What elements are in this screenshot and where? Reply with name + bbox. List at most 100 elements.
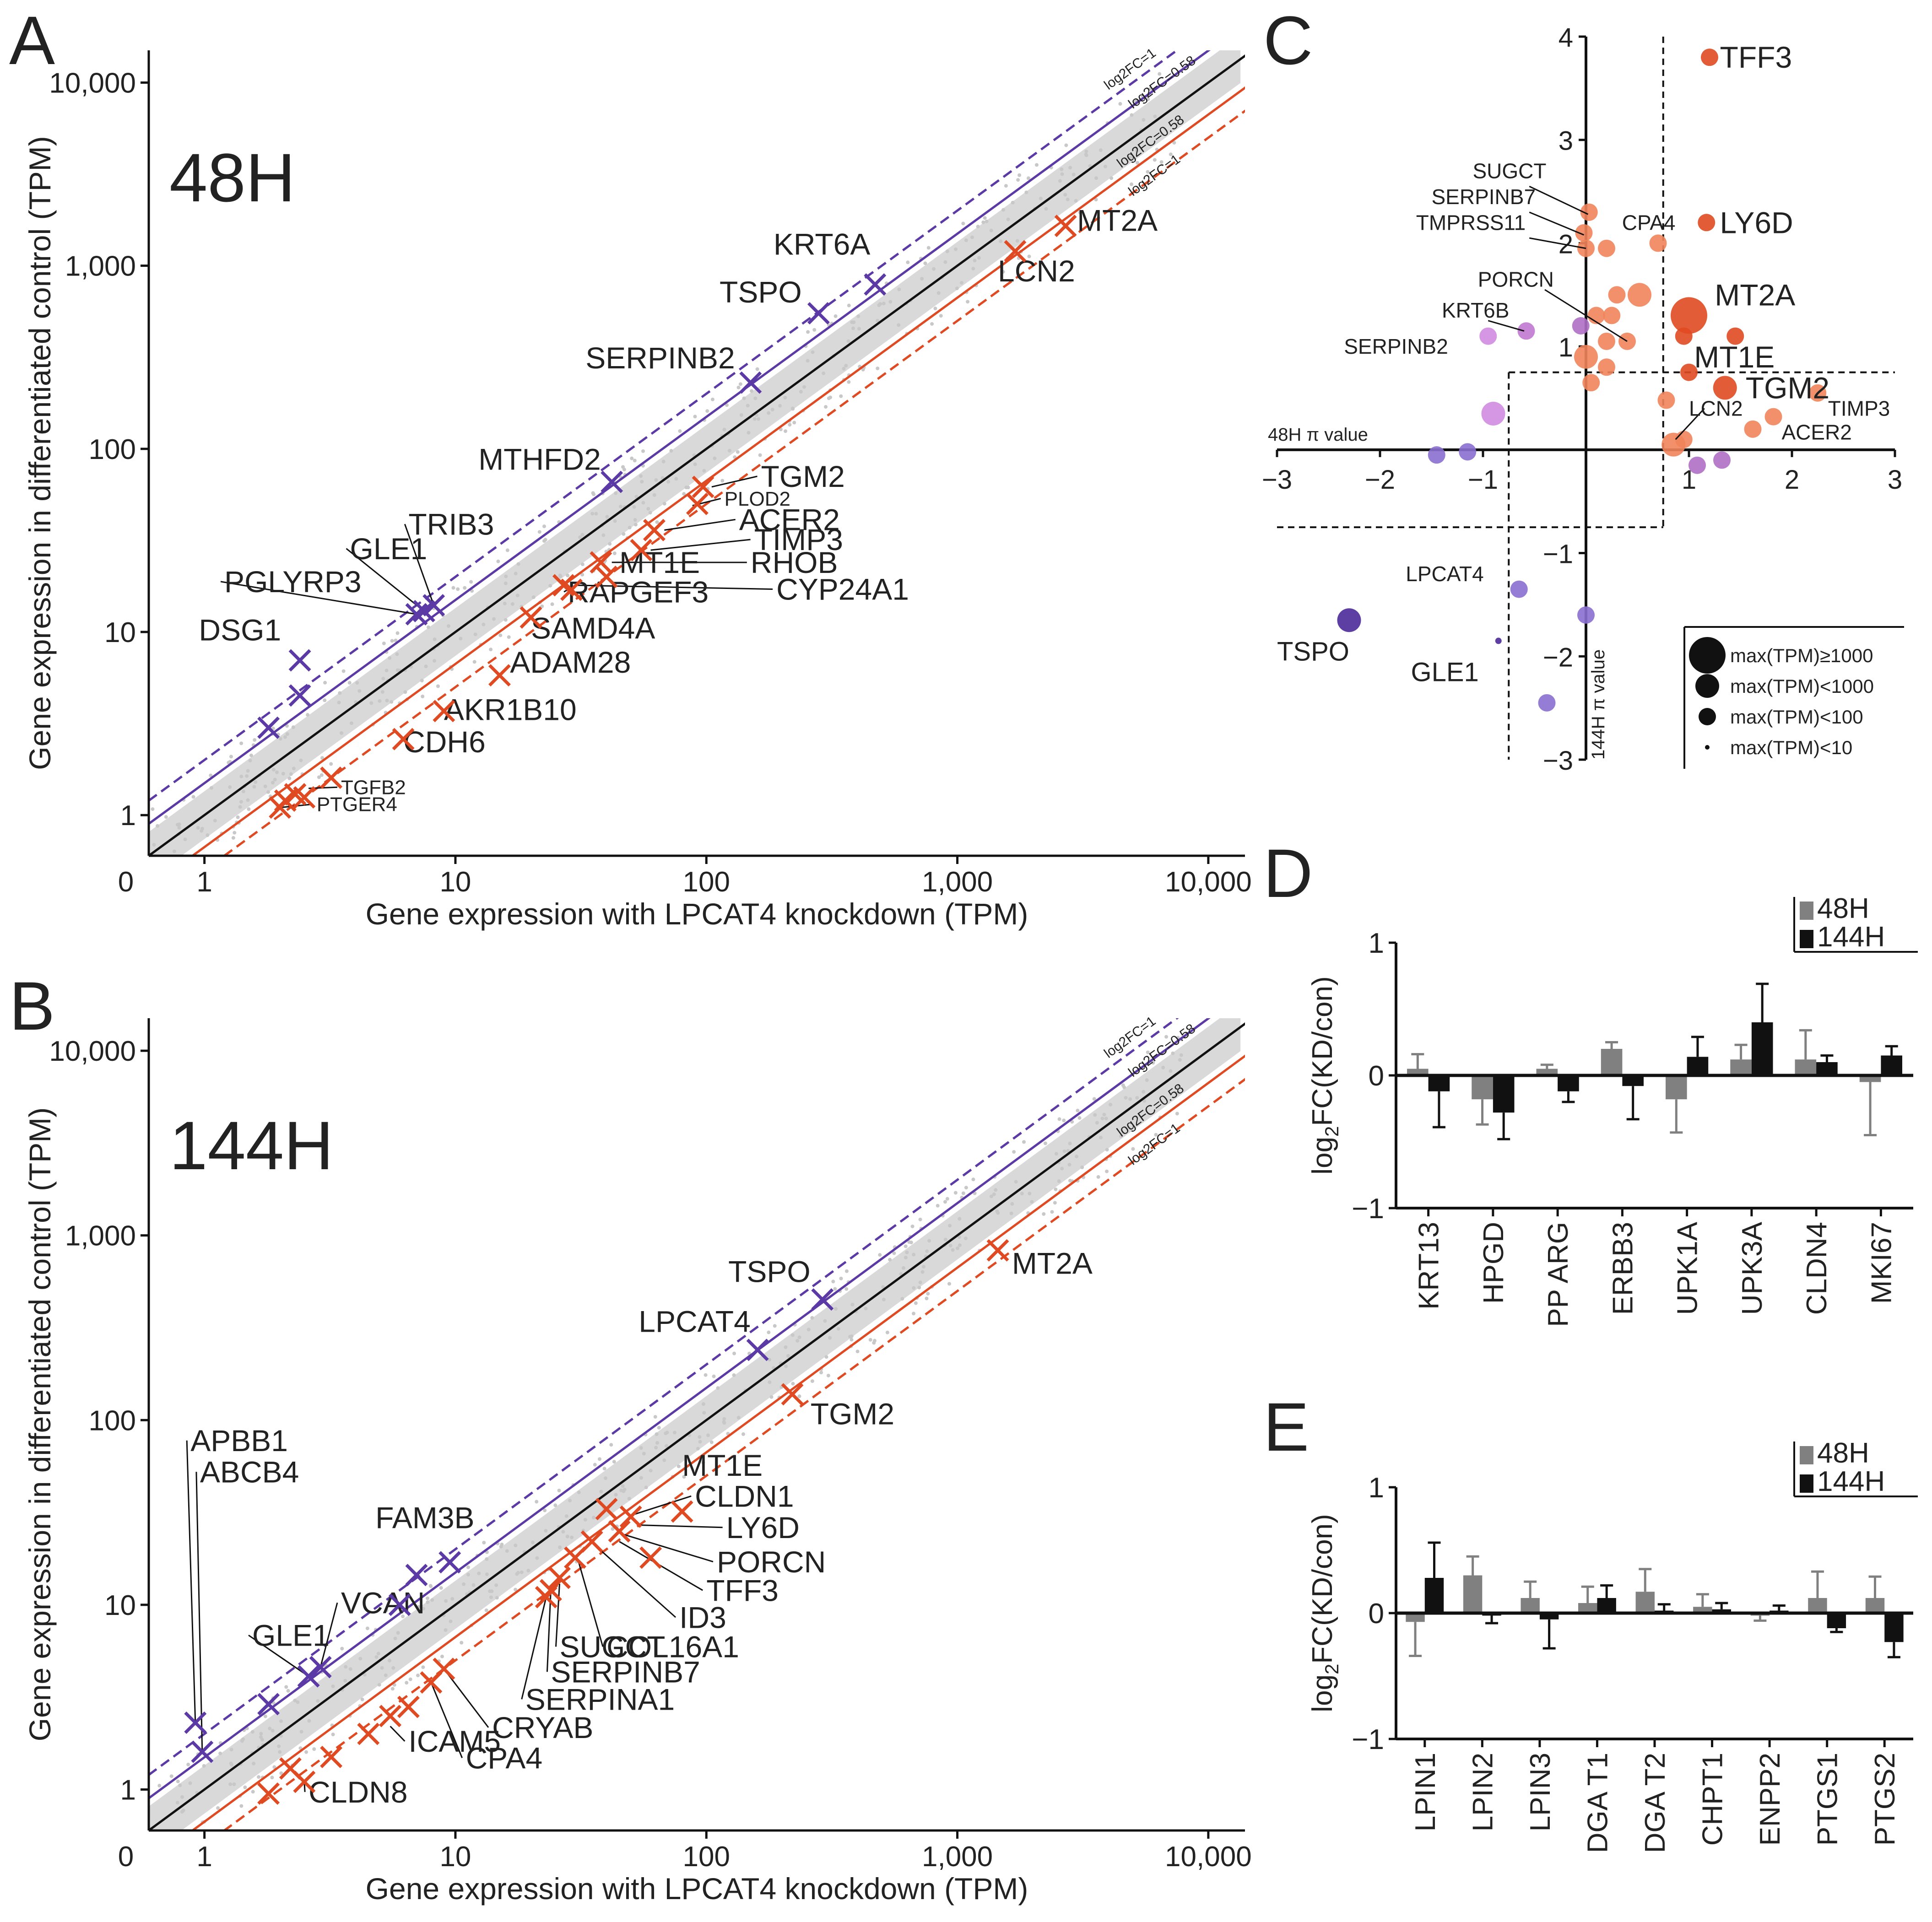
background-gene-dot	[564, 1514, 568, 1518]
background-gene-dot	[246, 798, 250, 802]
background-gene-dot	[466, 1565, 471, 1569]
leader-line	[521, 1597, 547, 1700]
background-gene-dot	[275, 770, 279, 774]
background-gene-dot	[169, 1774, 173, 1778]
background-gene-dot	[1068, 1179, 1072, 1183]
background-gene-dot	[822, 371, 826, 375]
background-gene-dot	[999, 239, 1003, 243]
background-gene-dot	[514, 1587, 518, 1592]
gene-marker	[405, 603, 428, 626]
background-gene-dot	[791, 1382, 795, 1386]
fold-change-line	[149, 1022, 1245, 1830]
gene-bubble	[1701, 49, 1718, 66]
background-gene-dot	[393, 1636, 397, 1641]
leader-line	[390, 1726, 406, 1742]
background-gene-dot	[632, 505, 636, 509]
y-tick-label: 100	[89, 434, 136, 465]
legend-label: 144H	[1817, 921, 1885, 953]
background-gene-dot	[704, 1373, 708, 1377]
y-tick-label: −2	[1543, 642, 1573, 672]
background-gene-dot	[1042, 1212, 1046, 1216]
gene-label: LY6D	[726, 1511, 800, 1544]
background-gene-dot	[971, 1177, 975, 1182]
background-gene-dot	[904, 1244, 908, 1248]
background-gene-dot	[323, 680, 327, 685]
marker-stroke	[590, 551, 612, 574]
background-gene-dot	[1175, 1112, 1179, 1116]
background-gene-dot	[1066, 1149, 1070, 1153]
gene-marker	[488, 664, 511, 687]
gene-bubble	[1538, 694, 1556, 712]
background-gene-dot	[769, 1395, 774, 1399]
background-gene-dot	[544, 1529, 548, 1533]
gene-marker	[781, 1383, 804, 1406]
background-gene-dot	[382, 641, 386, 645]
panel-letter: D	[1263, 835, 1313, 912]
background-gene-dot	[424, 664, 428, 669]
leader-line	[635, 1495, 692, 1515]
background-gene-dot	[923, 261, 927, 265]
background-gene-dot	[218, 1751, 222, 1755]
background-gene-dot	[553, 1503, 557, 1507]
background-gene-dot	[906, 260, 910, 265]
background-gene-dot	[917, 1285, 921, 1290]
gene-label: KRT6B	[1442, 298, 1509, 322]
marker-stroke	[438, 1551, 461, 1574]
background-gene-dot	[971, 267, 975, 271]
background-gene-dot	[1066, 197, 1070, 201]
marker-stroke	[257, 1782, 280, 1805]
background-gene-dot	[669, 449, 673, 453]
gene-marker	[686, 492, 709, 515]
gene-label: TMPRSS11	[1416, 211, 1526, 234]
marker-stroke	[320, 1745, 343, 1768]
gene-label: TIMP3	[754, 523, 843, 556]
gene-label: SERPINB2	[585, 341, 735, 375]
background-gene-dot	[633, 459, 637, 463]
gene-bubble	[1744, 420, 1762, 438]
leader-line	[346, 548, 425, 612]
background-gene-dot	[376, 1652, 380, 1656]
background-gene-dot	[1077, 1116, 1082, 1120]
background-gene-dot	[806, 1328, 811, 1332]
background-gene-dot	[233, 831, 237, 835]
background-gene-dot	[773, 1324, 777, 1328]
background-gene-dot	[792, 421, 796, 425]
background-gene-dot	[736, 385, 741, 389]
gene-bubble	[1603, 307, 1621, 324]
background-gene-dot	[257, 1775, 261, 1779]
category-label: PTGS2	[1869, 1753, 1901, 1846]
background-gene-dot	[1099, 148, 1103, 152]
marker-stroke	[309, 1656, 332, 1679]
marker-stroke	[297, 1665, 320, 1688]
background-gene-dot	[725, 403, 729, 407]
leader-line	[1675, 408, 1705, 440]
gene-bubble	[1764, 408, 1782, 426]
background-gene-dot	[925, 1296, 929, 1301]
leader-line	[578, 1562, 604, 1647]
bar-48H	[1859, 1075, 1881, 1082]
background-gene-dot	[806, 330, 810, 334]
background-gene-dot	[767, 411, 771, 415]
gene-marker	[279, 1757, 302, 1780]
background-gene-dot	[961, 1191, 965, 1195]
background-gene-dot	[655, 520, 659, 524]
background-gene-dot	[405, 1681, 409, 1685]
background-gene-dot	[1070, 1120, 1074, 1124]
gene-label: ACER2	[739, 502, 840, 536]
background-gene-dot	[1060, 1166, 1064, 1171]
background-gene-dot	[648, 511, 652, 515]
background-gene-dot	[693, 415, 697, 419]
gene-marker	[1054, 215, 1077, 238]
background-gene-dot	[614, 491, 618, 495]
background-gene-dot	[918, 1217, 922, 1221]
gene-marker	[269, 796, 292, 819]
background-gene-dot	[948, 1244, 952, 1248]
background-gene-dot	[395, 668, 400, 672]
x-tick-label: 10,000	[1165, 866, 1252, 898]
background-gene-dot	[1026, 176, 1030, 180]
gene-label: GLE1	[252, 1618, 330, 1652]
gene-label: SERPINA1	[525, 1682, 675, 1716]
background-gene-dot	[580, 572, 584, 577]
background-gene-dot	[945, 249, 949, 254]
background-gene-dot	[340, 731, 344, 735]
